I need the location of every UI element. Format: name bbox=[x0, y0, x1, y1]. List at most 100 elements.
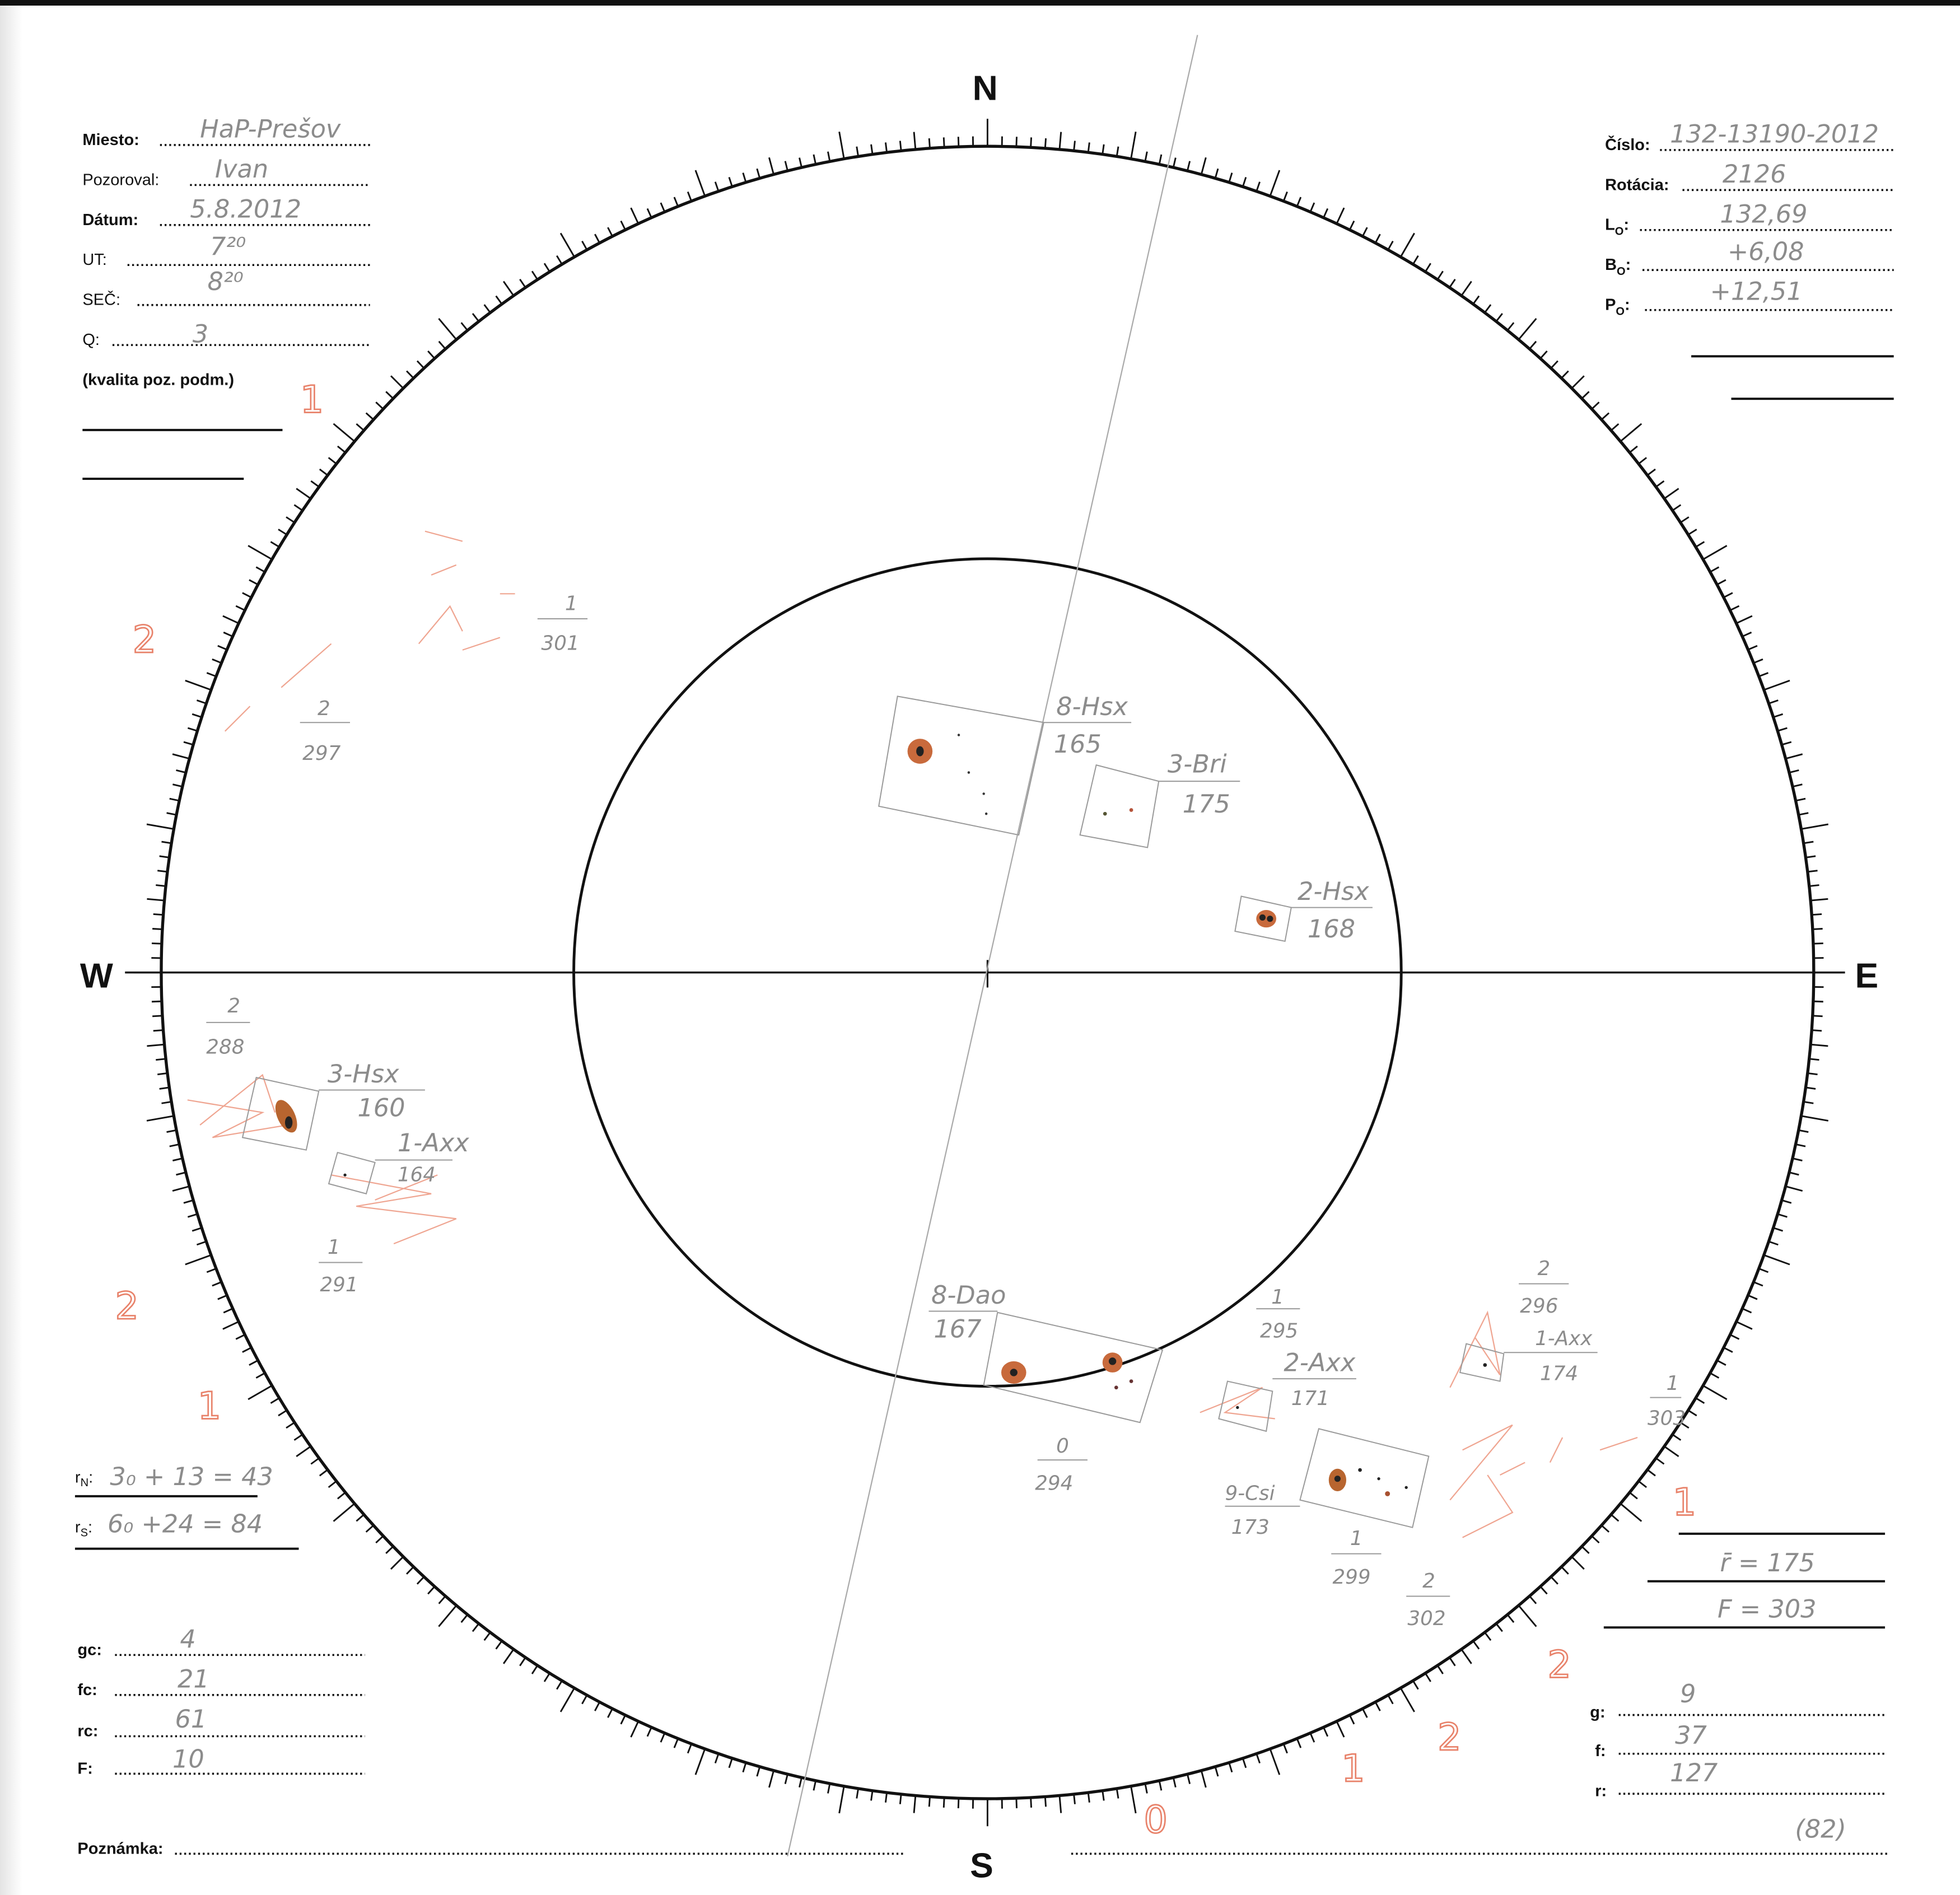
degree-tick bbox=[1810, 1043, 1828, 1047]
degree-tick bbox=[176, 769, 186, 774]
group-8-dao[interactable]: 8-Dao 167 bbox=[928, 1281, 1164, 1423]
degree-tick bbox=[1781, 741, 1792, 746]
group-number: 171 bbox=[1291, 1387, 1329, 1410]
degree-tick bbox=[406, 1566, 414, 1575]
sunspot-umbra bbox=[1259, 914, 1266, 921]
svg-text:288: 288 bbox=[206, 1036, 244, 1059]
sunspot-umbra bbox=[916, 746, 924, 757]
degree-tick bbox=[172, 1157, 183, 1161]
rn-label: rN: bbox=[75, 1468, 93, 1489]
degree-tick bbox=[813, 154, 817, 165]
degree-tick bbox=[460, 1614, 468, 1623]
degree-tick bbox=[1015, 1798, 1018, 1809]
degree-tick bbox=[328, 457, 337, 465]
degree-tick bbox=[483, 1632, 491, 1641]
degree-tick bbox=[328, 1480, 337, 1488]
rc-value: 61 bbox=[175, 1705, 207, 1734]
miesto-label: Miesto: bbox=[82, 131, 139, 149]
degree-tick bbox=[1058, 1795, 1062, 1813]
degree-tick bbox=[913, 1795, 917, 1813]
degree-tick bbox=[255, 566, 265, 573]
degree-tick bbox=[206, 672, 217, 678]
degree-tick bbox=[147, 898, 165, 902]
group-9-csi[interactable]: 9-Csi 173 bbox=[1225, 1428, 1430, 1539]
degree-tick bbox=[472, 313, 480, 322]
degree-tick bbox=[1539, 350, 1548, 360]
group-8-hsx[interactable]: 8-Hsx 165 bbox=[878, 692, 1132, 836]
q-label: Q: bbox=[82, 331, 100, 349]
degree-tick bbox=[1256, 181, 1261, 192]
rotacia-value: 2126 bbox=[1723, 160, 1786, 189]
degree-tick bbox=[673, 197, 679, 207]
degree-tick bbox=[375, 1535, 384, 1544]
svg-text:1: 1 bbox=[1350, 1527, 1363, 1550]
degree-tick bbox=[1723, 592, 1733, 599]
red-mark: 2 bbox=[1547, 1643, 1571, 1687]
degree-tick bbox=[385, 1546, 394, 1555]
degree-tick bbox=[1777, 1213, 1788, 1218]
degree-tick bbox=[156, 1058, 166, 1061]
degree-tick bbox=[1158, 154, 1163, 165]
degree-tick bbox=[248, 545, 273, 561]
degree-tick bbox=[1610, 1514, 1620, 1522]
degree-tick bbox=[1484, 1632, 1492, 1641]
lo-value: 132,69 bbox=[1720, 199, 1807, 228]
degree-tick bbox=[1460, 1649, 1472, 1664]
degree-tick bbox=[390, 375, 404, 389]
bo-value: +6,08 bbox=[1728, 237, 1804, 266]
degree-tick bbox=[1336, 207, 1345, 225]
degree-tick bbox=[594, 234, 600, 244]
group-3-bri[interactable]: 3-Bri 175 bbox=[1079, 750, 1240, 848]
degree-tick bbox=[784, 161, 788, 171]
totals: r̄ = 175 F = 303 g: 9 f: 37 r: 127 (82) bbox=[1590, 1532, 1886, 1843]
degree-tick bbox=[270, 541, 280, 548]
group-2-axx[interactable]: 2-Axx 171 bbox=[1218, 1348, 1356, 1432]
degree-tick bbox=[212, 1281, 222, 1287]
degree-tick bbox=[1789, 769, 1799, 774]
sec-value: 8²⁰ bbox=[208, 267, 244, 296]
degree-tick bbox=[1620, 423, 1642, 442]
degree-tick bbox=[222, 1320, 239, 1330]
group-3-hsx[interactable]: 3-Hsx 160 bbox=[241, 1059, 425, 1151]
degree-tick bbox=[928, 1796, 931, 1807]
group-2-hsx[interactable]: 2-Hsx 168 bbox=[1234, 877, 1373, 944]
degree-tick bbox=[296, 488, 311, 500]
degree-tick bbox=[196, 699, 207, 704]
bo-label: BO: bbox=[1605, 256, 1631, 278]
degree-tick bbox=[235, 1334, 245, 1340]
degree-tick bbox=[827, 1783, 831, 1794]
degree-tick bbox=[543, 1673, 550, 1682]
group-1-axx[interactable]: 1-Axx 164 bbox=[328, 1128, 469, 1194]
q-note: (kvalita poz. podm.) bbox=[82, 371, 234, 389]
degree-tick bbox=[172, 1185, 190, 1192]
group-1-axx[interactable]: 1-Axx 174 bbox=[1459, 1327, 1598, 1385]
sunspot-pore bbox=[1236, 1406, 1239, 1409]
degree-tick bbox=[356, 423, 365, 431]
degree-tick bbox=[1361, 227, 1368, 237]
degree-tick bbox=[1495, 313, 1503, 322]
degree-tick bbox=[1781, 1199, 1792, 1204]
sunspot-umbra bbox=[1334, 1476, 1341, 1482]
degree-tick bbox=[1561, 370, 1569, 379]
degree-tick bbox=[1387, 1695, 1394, 1705]
degree-tick bbox=[1805, 855, 1816, 858]
degree-tick bbox=[646, 1726, 652, 1737]
degree-tick bbox=[187, 1213, 198, 1218]
degree-tick bbox=[223, 631, 234, 637]
degree-tick bbox=[157, 870, 168, 873]
red-mark: 1 bbox=[1341, 1747, 1365, 1790]
degree-tick bbox=[217, 1294, 227, 1300]
degree-tick bbox=[460, 322, 468, 331]
degree-tick bbox=[1571, 375, 1585, 389]
degree-tick bbox=[270, 1397, 280, 1404]
group-number: 165 bbox=[1054, 730, 1102, 759]
degree-tick bbox=[1436, 270, 1444, 281]
F-label: F: bbox=[77, 1759, 92, 1777]
datum-value: 5.8.2012 bbox=[190, 194, 301, 223]
degree-tick bbox=[687, 1743, 692, 1754]
degree-tick bbox=[543, 263, 550, 273]
degree-tick bbox=[1763, 1254, 1790, 1266]
gc-label: gc: bbox=[77, 1641, 102, 1659]
